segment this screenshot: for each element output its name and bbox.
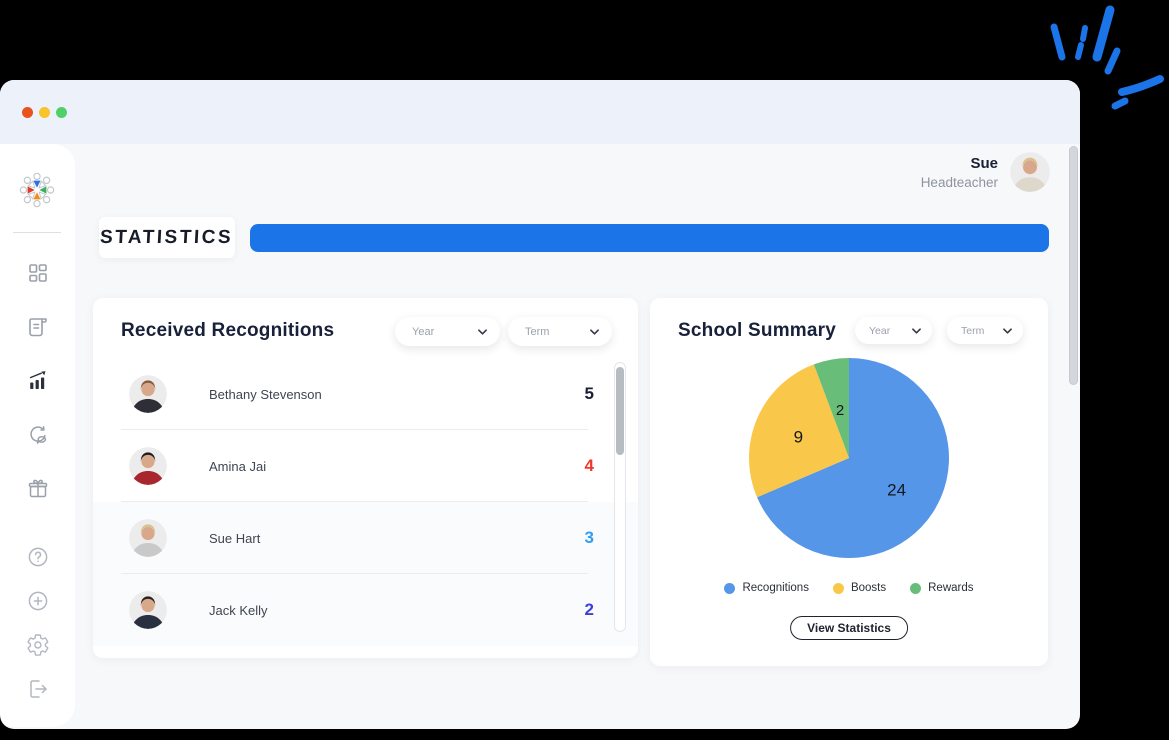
app-window: Sue Headteacher STATISTICS Received Reco… [0, 80, 1080, 729]
dashboard-icon[interactable] [26, 261, 50, 285]
chevron-down-icon [1003, 327, 1012, 334]
term-filter-dropdown[interactable]: Term [508, 317, 612, 346]
recognition-count: 5 [584, 384, 594, 403]
view-statistics-button[interactable]: View Statistics [790, 616, 908, 640]
avatar [129, 519, 167, 557]
window-close-button[interactable] [22, 106, 33, 118]
chevron-down-icon [478, 328, 487, 335]
list-scrollbar-thumb[interactable] [616, 367, 624, 455]
logout-icon[interactable] [26, 677, 50, 701]
settings-icon[interactable] [26, 633, 50, 657]
sidebar-divider [13, 232, 61, 233]
window-scrollbar[interactable] [1069, 146, 1078, 385]
window-titlebar [0, 80, 1080, 144]
legend-item-recognitions: Recognitions [724, 582, 809, 594]
chart-legend: Recognitions Boosts Rewards [650, 582, 1048, 594]
legend-dot [910, 582, 922, 594]
add-icon[interactable] [26, 589, 50, 613]
app-logo [17, 170, 57, 210]
pie-slice-boosts [749, 364, 849, 498]
spark-doodle [1050, 5, 1164, 110]
year-filter-label: Year [412, 325, 435, 338]
window-zoom-button[interactable] [56, 106, 67, 118]
recognitions-list: Bethany Stevenson 5 Amina Jai 4 Sue Hart… [93, 358, 638, 646]
recognitions-panel: Received Recognitions Year Term Bethany … [93, 298, 638, 658]
pie-value-label: 24 [887, 480, 906, 499]
page-title-box: STATISTICS [99, 217, 235, 258]
recognition-row[interactable]: Sue Hart 3 [93, 502, 638, 574]
legend-label: Recognitions [742, 582, 809, 594]
user-profile[interactable]: Sue Headteacher [921, 152, 1050, 192]
chevron-down-icon [590, 328, 599, 335]
rewards-icon[interactable] [26, 477, 50, 501]
person-name: Bethany Stevenson [209, 386, 322, 402]
legend-item-boosts: Boosts [832, 582, 887, 594]
recognition-row[interactable]: Jack Kelly 2 [93, 574, 638, 646]
year-filter-dropdown[interactable]: Year [855, 317, 932, 344]
recognition-row[interactable]: Amina Jai 4 [93, 430, 638, 502]
legend-dot [724, 582, 736, 594]
pie-slice-recognitions [757, 358, 950, 558]
window-minimize-button[interactable] [39, 106, 50, 118]
term-filter-dropdown[interactable]: Term [947, 317, 1023, 344]
avatar [129, 447, 167, 485]
legend-label: Rewards [928, 582, 974, 594]
legend-item-rewards: Rewards [910, 582, 974, 594]
person-name: Sue Hart [209, 530, 261, 546]
pie-value-label: 9 [794, 427, 803, 446]
person-name: Jack Kelly [209, 602, 268, 618]
pie-value-label: 2 [836, 402, 844, 419]
recognition-count: 3 [584, 528, 594, 547]
user-role: Headteacher [920, 174, 998, 190]
pie-slice-rewards [813, 358, 849, 458]
person-name: Amina Jai [209, 458, 267, 474]
accent-bar [250, 224, 1049, 252]
avatar [129, 375, 167, 413]
sidebar [0, 144, 75, 727]
recognition-count: 2 [584, 600, 594, 619]
avatar [129, 591, 167, 629]
year-filter-label: Year [869, 324, 891, 337]
school-summary-pie-chart: 24 9 2 [749, 358, 950, 558]
page-title: STATISTICS [99, 226, 235, 248]
year-filter-dropdown[interactable]: Year [395, 317, 500, 346]
user-name: Sue [970, 154, 998, 172]
messages-icon[interactable] [26, 423, 50, 447]
summary-panel: School Summary Year Term 24 9 2 Recognitio… [650, 298, 1048, 666]
list-scrollbar[interactable] [614, 362, 626, 632]
chevron-down-icon [912, 327, 921, 334]
window-controls [22, 106, 67, 118]
feed-icon[interactable] [26, 315, 50, 339]
summary-panel-title: School Summary [678, 320, 837, 341]
legend-label: Boosts [850, 582, 887, 594]
legend-dot [832, 582, 844, 594]
term-filter-label: Term [525, 325, 550, 338]
recognition-row[interactable]: Bethany Stevenson 5 [93, 358, 638, 430]
help-icon[interactable] [26, 545, 50, 569]
term-filter-label: Term [961, 324, 985, 337]
recognition-count: 4 [584, 456, 594, 475]
user-avatar [1010, 152, 1050, 192]
recognitions-panel-title: Received Recognitions [121, 320, 335, 341]
statistics-icon[interactable] [26, 369, 50, 393]
